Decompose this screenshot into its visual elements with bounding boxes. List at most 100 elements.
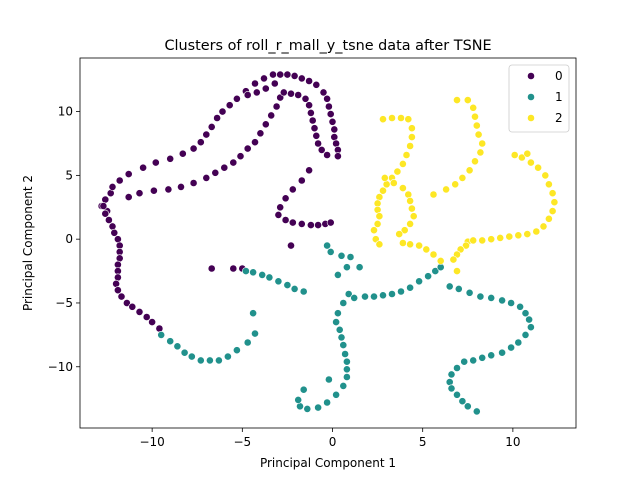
data-point xyxy=(323,241,331,250)
x-axis: −10 −5 0 5 10 xyxy=(139,428,521,449)
data-point xyxy=(139,163,147,172)
data-point xyxy=(211,168,220,177)
data-point xyxy=(424,272,432,281)
data-point xyxy=(297,176,306,185)
data-point xyxy=(261,84,270,93)
x-tick-label: 0 xyxy=(329,435,337,449)
data-point xyxy=(251,79,259,88)
data-point xyxy=(341,350,349,358)
x-tick-label: 5 xyxy=(419,435,427,449)
data-point xyxy=(407,133,416,141)
data-point xyxy=(431,267,440,275)
data-point xyxy=(220,163,229,172)
data-point xyxy=(458,173,467,182)
data-point xyxy=(229,158,238,167)
data-point xyxy=(370,226,378,235)
data-point xyxy=(379,115,387,124)
data-point xyxy=(333,309,342,318)
data-point xyxy=(189,179,198,187)
data-point xyxy=(527,323,535,332)
data-point xyxy=(505,232,514,241)
data-point xyxy=(135,307,144,316)
data-point xyxy=(407,124,416,133)
data-point xyxy=(177,182,185,191)
data-point xyxy=(449,255,458,264)
data-point xyxy=(305,77,313,85)
data-point xyxy=(339,299,348,307)
data-point xyxy=(274,277,283,286)
data-point xyxy=(516,302,524,311)
data-point xyxy=(453,267,461,275)
data-point xyxy=(288,218,297,227)
data-point xyxy=(114,235,122,244)
data-point xyxy=(296,402,304,411)
data-point xyxy=(287,241,295,250)
legend-marker xyxy=(527,114,535,122)
data-point xyxy=(312,80,321,89)
data-point xyxy=(128,302,137,311)
data-point xyxy=(478,139,487,148)
data-point xyxy=(317,145,326,154)
data-point xyxy=(472,121,481,130)
data-point xyxy=(276,70,285,79)
data-point xyxy=(471,112,479,121)
series-1 xyxy=(157,241,535,416)
data-point xyxy=(306,221,315,229)
data-point xyxy=(105,216,113,224)
data-point xyxy=(406,196,414,205)
data-point xyxy=(281,216,290,224)
data-point xyxy=(299,287,308,296)
x-tick-label: 10 xyxy=(505,435,520,449)
data-point xyxy=(108,182,117,191)
data-point xyxy=(157,330,166,339)
data-point xyxy=(476,292,485,301)
data-point xyxy=(269,70,277,79)
data-point xyxy=(521,309,530,318)
data-point xyxy=(101,209,110,218)
data-point xyxy=(326,218,335,227)
data-point xyxy=(324,102,333,111)
data-point xyxy=(261,120,270,129)
data-point xyxy=(445,282,454,291)
data-point xyxy=(521,330,530,339)
data-point xyxy=(415,241,423,250)
legend-marker xyxy=(527,72,535,80)
data-point xyxy=(326,110,335,118)
data-point xyxy=(332,139,340,148)
data-point xyxy=(251,329,259,338)
data-point xyxy=(460,357,469,366)
data-point xyxy=(373,205,382,214)
data-point xyxy=(373,219,382,228)
legend-frame xyxy=(508,64,570,133)
y-tick-label: −5 xyxy=(55,296,73,310)
data-point xyxy=(272,102,281,111)
data-point xyxy=(404,115,413,124)
data-point xyxy=(256,129,265,138)
data-point xyxy=(398,239,407,247)
data-point xyxy=(478,236,487,245)
data-point xyxy=(151,158,160,167)
data-point xyxy=(539,222,548,231)
data-point xyxy=(400,226,409,235)
data-point xyxy=(397,114,405,122)
data-point xyxy=(397,287,405,296)
data-point xyxy=(265,273,274,282)
data-point xyxy=(124,193,133,201)
data-point xyxy=(236,152,245,161)
data-point xyxy=(155,324,164,333)
data-point xyxy=(214,356,223,365)
data-point xyxy=(447,370,456,379)
data-point xyxy=(99,202,108,210)
data-point xyxy=(326,247,335,256)
data-point xyxy=(463,402,472,411)
data-point xyxy=(429,190,438,199)
data-point xyxy=(534,163,542,172)
data-point xyxy=(299,385,308,394)
data-point xyxy=(290,72,299,80)
data-point xyxy=(496,233,505,242)
data-point xyxy=(398,184,407,192)
data-point xyxy=(178,149,187,158)
data-point xyxy=(507,299,515,307)
data-point xyxy=(114,273,122,282)
data-point xyxy=(101,195,110,204)
